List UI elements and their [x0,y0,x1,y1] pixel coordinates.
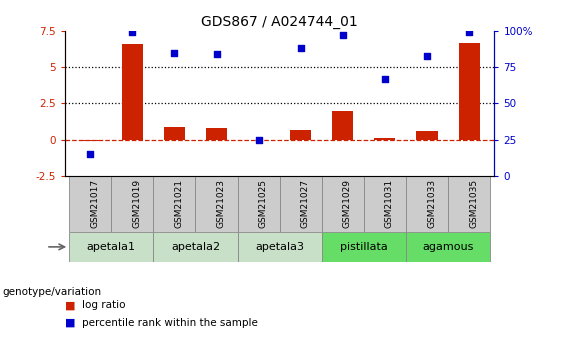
Bar [416,131,437,140]
Text: apetala3: apetala3 [255,242,304,252]
FancyBboxPatch shape [69,176,111,231]
Text: ■: ■ [65,300,76,310]
Point [212,51,221,57]
FancyBboxPatch shape [448,176,490,231]
Point [86,151,95,157]
FancyBboxPatch shape [237,231,322,262]
FancyBboxPatch shape [406,231,490,262]
Bar [290,129,311,140]
Text: apetala2: apetala2 [171,242,220,252]
FancyBboxPatch shape [153,176,195,231]
Bar [459,43,480,140]
Title: GDS867 / A024744_01: GDS867 / A024744_01 [201,14,358,29]
Text: GSM21017: GSM21017 [90,179,99,228]
Text: ■: ■ [65,318,76,327]
Text: GSM21035: GSM21035 [469,179,478,228]
Text: GSM21031: GSM21031 [385,179,394,228]
Bar [206,128,227,140]
Text: GSM21029: GSM21029 [343,179,352,228]
FancyBboxPatch shape [406,176,448,231]
Text: GSM21025: GSM21025 [259,179,268,228]
Point [380,76,389,82]
Text: GSM21019: GSM21019 [132,179,141,228]
FancyBboxPatch shape [69,231,153,262]
FancyBboxPatch shape [364,176,406,231]
Point [170,50,179,56]
Text: percentile rank within the sample: percentile rank within the sample [82,318,258,327]
FancyBboxPatch shape [280,176,322,231]
Point [423,53,432,58]
Point [296,46,305,51]
FancyBboxPatch shape [322,231,406,262]
Bar [164,127,185,140]
Bar [332,111,353,140]
FancyBboxPatch shape [153,231,237,262]
Point [464,30,473,35]
Text: genotype/variation: genotype/variation [3,287,102,296]
FancyBboxPatch shape [111,176,153,231]
Text: GSM21033: GSM21033 [427,179,436,228]
Text: agamous: agamous [423,242,474,252]
Text: pistillata: pistillata [340,242,388,252]
Text: log ratio: log ratio [82,300,125,310]
Text: GSM21021: GSM21021 [175,179,184,228]
Point [338,33,347,38]
Bar [122,44,143,140]
Point [128,30,137,35]
Text: apetala1: apetala1 [87,242,136,252]
Point [254,137,263,142]
Text: GSM21023: GSM21023 [216,179,225,228]
Bar [375,138,396,140]
FancyBboxPatch shape [322,176,364,231]
FancyBboxPatch shape [195,176,237,231]
Text: GSM21027: GSM21027 [301,179,310,228]
Bar [80,140,101,141]
FancyBboxPatch shape [237,176,280,231]
